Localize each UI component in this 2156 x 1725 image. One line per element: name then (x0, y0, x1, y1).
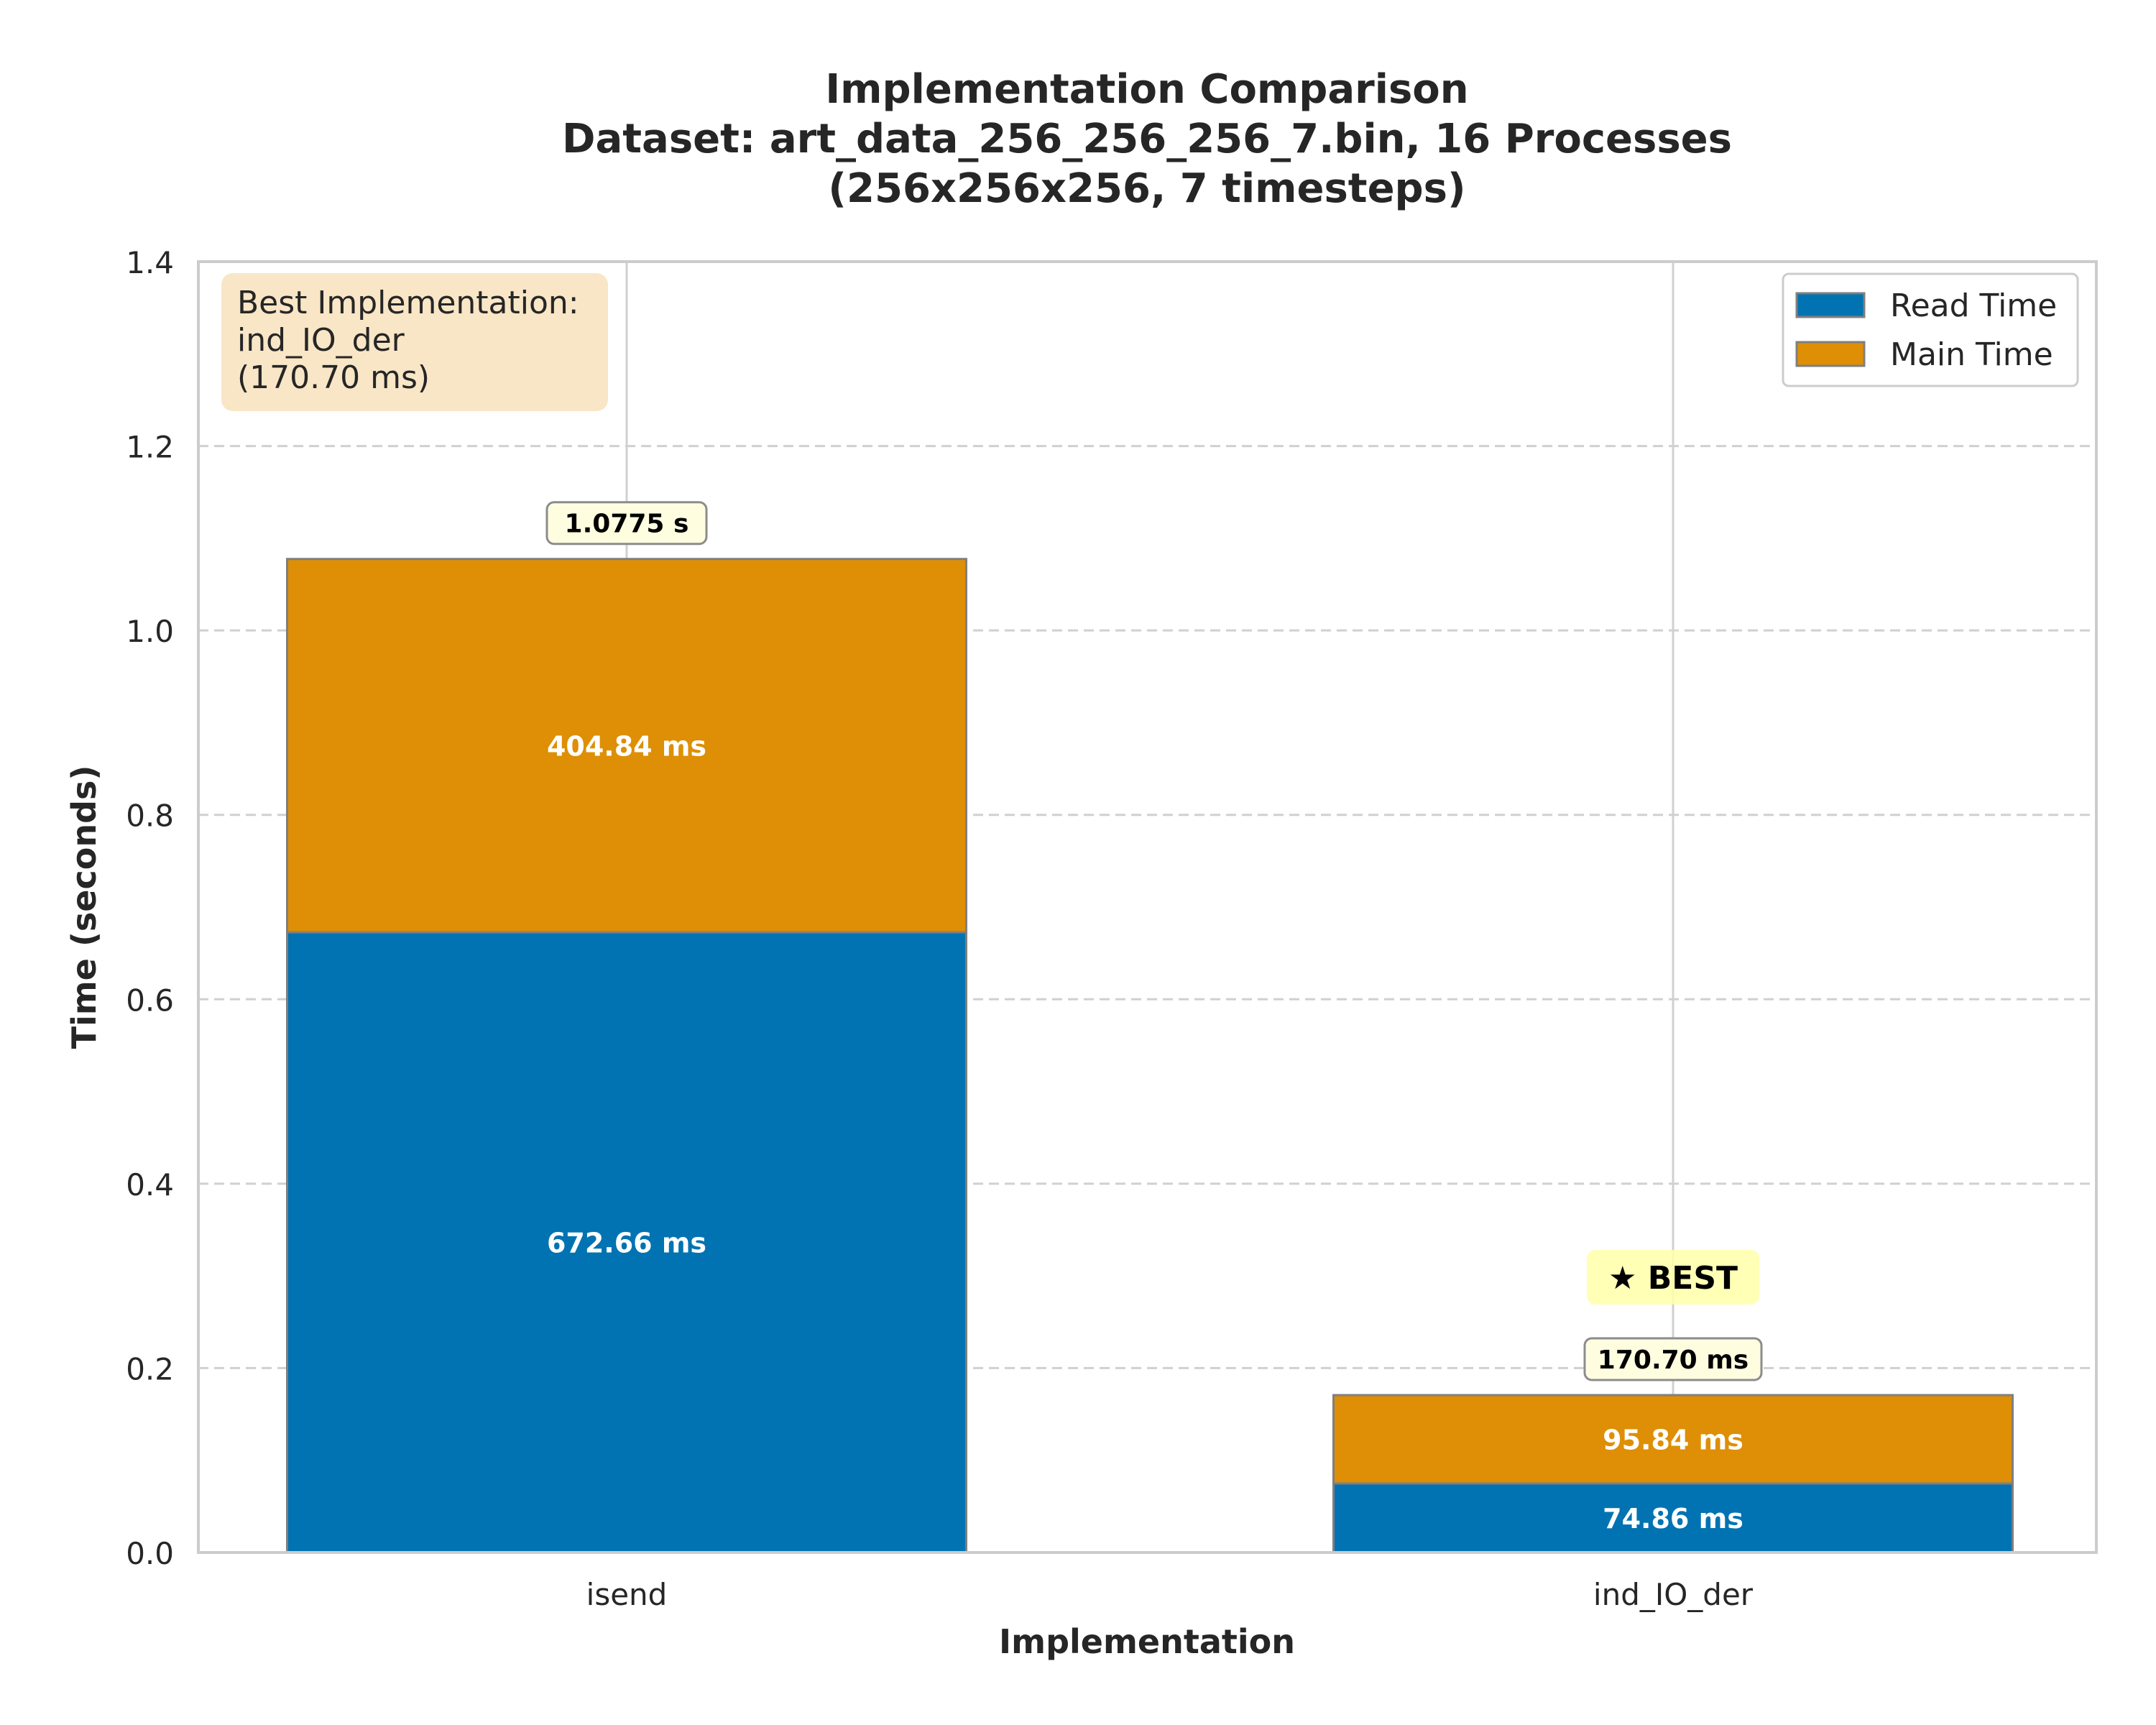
legend-label-read-time: Read Time (1890, 288, 2057, 324)
legend-swatch-main-time (1795, 341, 1866, 367)
y-tick-label: 0.0 (126, 1536, 174, 1571)
total-label-box-ind-io-der (1583, 1337, 1763, 1381)
bars (286, 558, 2014, 1554)
bar-read-time-ind-io-der (1332, 1482, 2014, 1554)
info-box-line-3: (170.70 ms) (237, 359, 430, 396)
axes: 0.0 0.2 0.4 0.6 0.8 1.0 1.2 1.4 isend ind_IO_der (126, 245, 1754, 1612)
y-tick-label: 1.4 (126, 245, 174, 280)
x-axis-label: Implementation (999, 1622, 1295, 1661)
title-line-1: Implementation Comparison (825, 66, 1468, 113)
chart-title: Implementation Comparison Dataset: art_d… (562, 66, 1732, 212)
title-line-3: (256x256x256, 7 timesteps) (828, 165, 1465, 212)
best-marker-label: ★ BEST (1608, 1260, 1738, 1297)
y-tick-label: 0.6 (126, 983, 174, 1018)
total-label-isend: 1.0775 s (565, 510, 689, 539)
x-tick-label-ind-io-der: ind_IO_der (1593, 1577, 1754, 1612)
total-label-box-isend (545, 501, 708, 546)
legend: Read Time Main Time (1782, 272, 2079, 387)
info-box-line-1: Best Implementation: (237, 285, 579, 321)
y-tick-label: 0.8 (126, 799, 174, 834)
segment-label-main-time-ind-io-der: 95.84 ms (1603, 1424, 1743, 1455)
best-marker-background (1587, 1250, 1759, 1305)
info-box-background (221, 273, 608, 411)
total-label-ind-io-der: 170.70 ms (1598, 1346, 1749, 1375)
y-tick-label: 1.0 (126, 614, 174, 649)
data-labels: 672.66 ms 404.84 ms 74.86 ms 95.84 ms 1.0775… (545, 501, 1763, 1535)
title-line-2: Dataset: art_data_256_256_256_7.bin, 16 … (562, 116, 1732, 162)
legend-swatch-read-time (1795, 292, 1866, 318)
bar-read-time-isend (286, 931, 967, 1554)
x-tick-label-isend: isend (586, 1577, 668, 1612)
legend-label-main-time: Main Time (1890, 336, 2053, 373)
bar-main-time-ind-io-der (1332, 1394, 2014, 1485)
y-tick-label: 0.2 (126, 1351, 174, 1386)
bar-main-time-isend (286, 558, 967, 934)
segment-label-read-time-isend: 672.66 ms (547, 1228, 706, 1259)
info-box: Best Implementation: ind_IO_der (170.70 … (221, 273, 608, 411)
info-box-line-2: ind_IO_der (237, 322, 405, 359)
segment-label-read-time-ind-io-der: 74.86 ms (1603, 1503, 1743, 1535)
y-tick-label: 1.2 (126, 430, 174, 465)
segment-label-main-time-isend: 404.84 ms (547, 730, 706, 762)
y-axis-label: Time (seconds) (65, 765, 103, 1049)
plot-frame (197, 260, 2098, 1554)
y-tick-label: 0.4 (126, 1167, 174, 1202)
